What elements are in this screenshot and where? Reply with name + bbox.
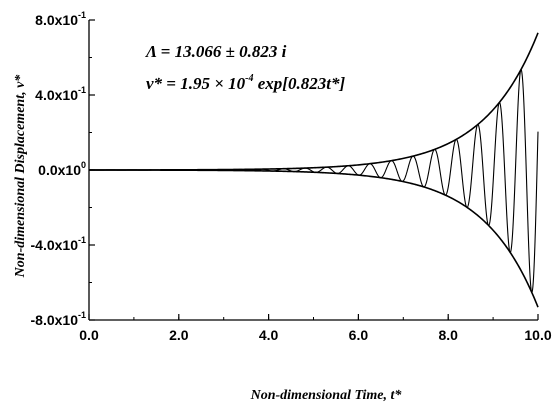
y-tick-mantissa: -8.0x10 <box>31 312 79 328</box>
y-tick-label: 4.0x10-1 <box>35 85 86 103</box>
y-tick-mantissa: 8.0x10 <box>35 12 78 28</box>
x-ticks: 0.0 2.0 4.0 6.0 8.0 10.0 <box>79 314 552 343</box>
y-tick-label: -4.0x10-1 <box>31 235 87 253</box>
eigenvalue-annotation: Λ = 13.066 ± 0.823 i <box>145 42 287 61</box>
y-tick-mantissa: -4.0x10 <box>31 237 79 253</box>
y-axis-label: Non-dimensional Displacement, v* <box>13 74 28 279</box>
envelope-equation-lhs: v* = 1.95 × 10 <box>146 74 246 93</box>
response-line <box>89 69 539 293</box>
x-tick-label: 8.0 <box>438 327 458 343</box>
x-tick-label: 4.0 <box>259 327 279 343</box>
y-ticks: 8.0x10-14.0x10-10.0x100-4.0x10-1-8.0x10-… <box>31 10 95 328</box>
x-tick-label: 10.0 <box>524 327 551 343</box>
y-tick-exponent: -1 <box>78 235 86 245</box>
x-tick-label: 6.0 <box>349 327 369 343</box>
envelope-equation-rhs: exp[0.823t*] <box>254 74 346 93</box>
envelope-equation-annotation: v* = 1.95 × 10-4 exp[0.823t*] <box>146 73 345 93</box>
y-tick-exponent: -1 <box>78 310 86 320</box>
y-tick-exponent: 0 <box>81 160 86 170</box>
y-tick-label: -8.0x10-1 <box>31 310 87 328</box>
y-tick-mantissa: 4.0x10 <box>35 87 78 103</box>
y-tick-label: 0.0x100 <box>38 160 86 178</box>
x-tick-label: 0.0 <box>79 327 99 343</box>
x-axis-label: Non-dimensional Time, t* <box>250 388 403 403</box>
y-tick-exponent: -1 <box>78 85 86 95</box>
y-tick-label: 8.0x10-1 <box>35 10 86 28</box>
x-tick-label: 2.0 <box>169 327 189 343</box>
y-tick-exponent: -1 <box>78 10 86 20</box>
envelope-equation-exponent: -4 <box>245 73 253 84</box>
y-tick-mantissa: 0.0x10 <box>38 162 81 178</box>
